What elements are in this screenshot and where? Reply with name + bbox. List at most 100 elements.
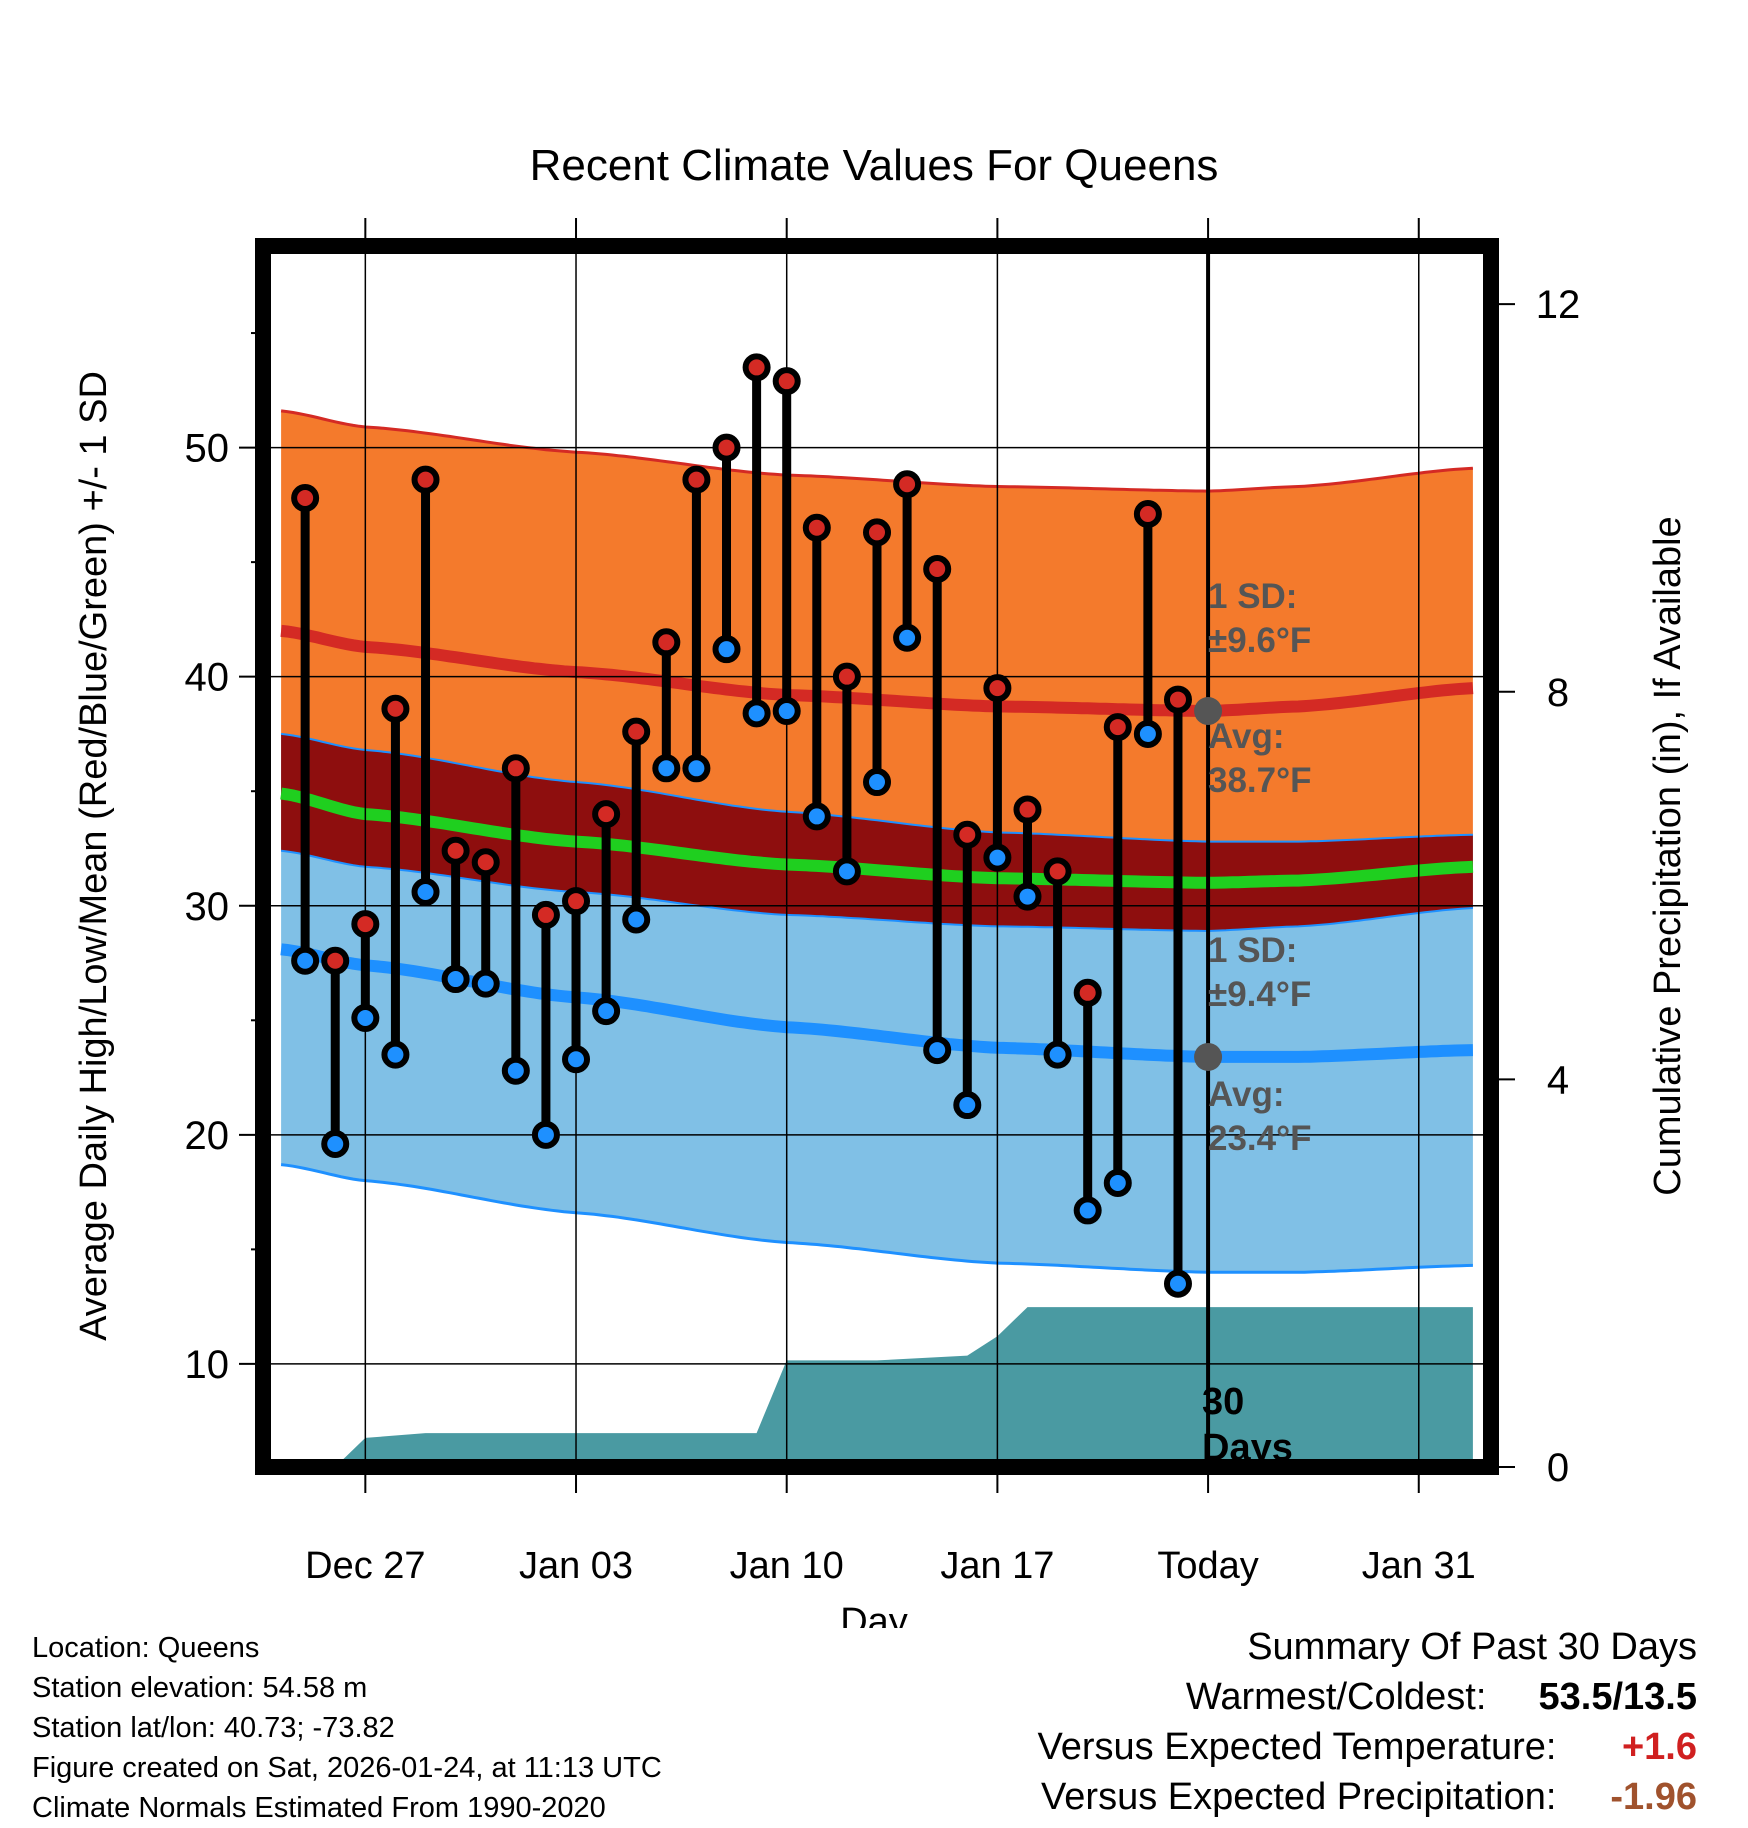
low-temp-point: [471, 969, 500, 998]
low-temp-point: [983, 843, 1012, 872]
high-temp-point: [411, 465, 440, 494]
high-avg-value: 38.7°F: [1208, 761, 1312, 800]
temp-label: Versus Expected Temperature:: [1037, 1726, 1557, 1768]
chart-title: Recent Climate Values For Queens: [530, 141, 1219, 190]
low-upper-line: [280, 732, 1473, 843]
precip-value: -1.96: [1610, 1776, 1697, 1818]
x-tick-label: Dec 27: [305, 1545, 425, 1587]
high-temp-point: [622, 717, 651, 746]
y-axis-label: Average Daily High/Low/Mean (Red/Blue/Gr…: [73, 371, 115, 1341]
low-temp-point: [1133, 719, 1162, 748]
high-temp-point: [321, 946, 350, 975]
low-temp-point: [592, 997, 621, 1026]
warm-cold-row: Warmest/Coldest: 53.5/13.5: [1038, 1672, 1697, 1722]
high-temp-point: [531, 900, 560, 929]
high-temp-point: [291, 483, 320, 512]
temp-row: Versus Expected Temperature: +1.6: [1038, 1722, 1697, 1772]
low-sd-label: 1 SD:: [1208, 931, 1297, 970]
warm-cold-label: Warmest/Coldest:: [1185, 1676, 1487, 1718]
low-temp-point: [411, 878, 440, 907]
station-info: Location: Queens Station elevation: 54.5…: [32, 1628, 662, 1828]
high-temp-point: [1043, 857, 1072, 886]
created-text: Figure created on Sat, 2026-01-24, at 11…: [32, 1752, 662, 1784]
low-avg-label: Avg:: [1208, 1075, 1284, 1114]
high-temp-point: [441, 836, 470, 865]
low-avg-value: 23.4°F: [1208, 1119, 1312, 1158]
y2-tick-label: 12: [1536, 283, 1581, 327]
low-temp-point: [712, 635, 741, 664]
high-temp-point: [682, 465, 711, 494]
low-temp-point: [863, 768, 891, 797]
low-temp-point: [1103, 1168, 1132, 1197]
low-temp-point: [1163, 1269, 1192, 1298]
summary-panel: Summary Of Past 30 Days Warmest/Coldest:…: [1038, 1622, 1697, 1822]
x-axis-label: Day: [840, 1601, 908, 1628]
low-temp-point: [682, 754, 711, 783]
high-temp-point: [1103, 713, 1132, 742]
low-temp-point: [953, 1091, 982, 1120]
high-temp-point: [471, 848, 500, 877]
low-temp-point: [441, 965, 470, 994]
y-tick-label: 50: [185, 427, 230, 471]
low-temp-point: [501, 1056, 530, 1085]
high-temp-point: [923, 555, 952, 584]
high-average-marker: [1194, 697, 1223, 726]
low-lower-line: [280, 1163, 1473, 1274]
high-temp-point: [1013, 795, 1042, 824]
high-temp-point: [832, 662, 861, 691]
high-temp-point: [802, 513, 831, 542]
low-temp-point: [562, 1045, 591, 1074]
high-temp-point: [712, 433, 741, 462]
x-tick-label: Today: [1157, 1545, 1258, 1587]
low-temp-point: [923, 1036, 952, 1065]
precip-row: Versus Expected Precipitation: -1.96: [1038, 1772, 1697, 1822]
summary-heading: Summary Of Past 30 Days: [1247, 1626, 1697, 1668]
x-tick-label: Jan 10: [730, 1545, 844, 1587]
y2-tick-label: 0: [1547, 1446, 1569, 1490]
high-temp-point: [1163, 685, 1192, 714]
high-temp-point: [983, 674, 1012, 703]
days-count-label: 30: [1202, 1381, 1244, 1423]
low-sd-value: ±9.4°F: [1208, 975, 1311, 1014]
normals-text: Climate Normals Estimated From 1990-2020: [32, 1792, 606, 1824]
high-sd-value: ±9.6°F: [1208, 621, 1311, 660]
x-tick-label: Jan 03: [519, 1545, 633, 1587]
high-avg-label: Avg:: [1208, 717, 1284, 756]
low-temp-point: [832, 857, 861, 886]
high-lower-line: [280, 849, 1473, 933]
high-temp-point: [953, 820, 982, 849]
low-temp-point: [1073, 1196, 1102, 1225]
low-temp-point: [291, 946, 320, 975]
high-temp-point: [863, 518, 891, 547]
latlon-text: Station lat/lon: 40.73; -73.82: [32, 1712, 395, 1744]
low-temp-point: [772, 697, 801, 726]
low-temp-point: [893, 623, 922, 652]
low-average-marker: [1194, 1042, 1223, 1071]
high-upper-line: [280, 409, 1473, 493]
precipitation-area: [335, 1307, 1473, 1467]
low-temp-point: [351, 1004, 380, 1033]
y-tick-label: 10: [185, 1343, 230, 1387]
high-temp-point: [1073, 978, 1102, 1007]
high-temp-point: [893, 470, 922, 499]
y-tick-label: 40: [185, 656, 230, 700]
y-tick-label: 20: [185, 1114, 230, 1158]
climate-chart: Recent Climate Values For Queens 1 SD: ±…: [73, 141, 1689, 1628]
precip-label: Versus Expected Precipitation:: [1041, 1776, 1557, 1818]
low-temp-point: [1043, 1040, 1072, 1069]
high-temp-point: [381, 694, 410, 723]
high-sd-label: 1 SD:: [1208, 577, 1297, 616]
high-temp-point: [742, 353, 771, 382]
location-text: Location: Queens: [32, 1632, 260, 1664]
high-temp-point: [652, 628, 681, 657]
low-temp-point: [1013, 882, 1042, 911]
y2-tick-label: 4: [1547, 1058, 1569, 1102]
mean-average-line: [280, 787, 1474, 889]
high-temp-point: [772, 367, 801, 396]
high-temp-point: [562, 887, 591, 916]
high-temp-point: [351, 910, 380, 939]
y2-axis-label: Cumulative Precipitation (in), If Availa…: [1647, 516, 1689, 1195]
elevation-text: Station elevation: 54.58 m: [32, 1672, 368, 1704]
low-temp-point: [622, 905, 651, 934]
high-temp-point: [592, 800, 621, 829]
